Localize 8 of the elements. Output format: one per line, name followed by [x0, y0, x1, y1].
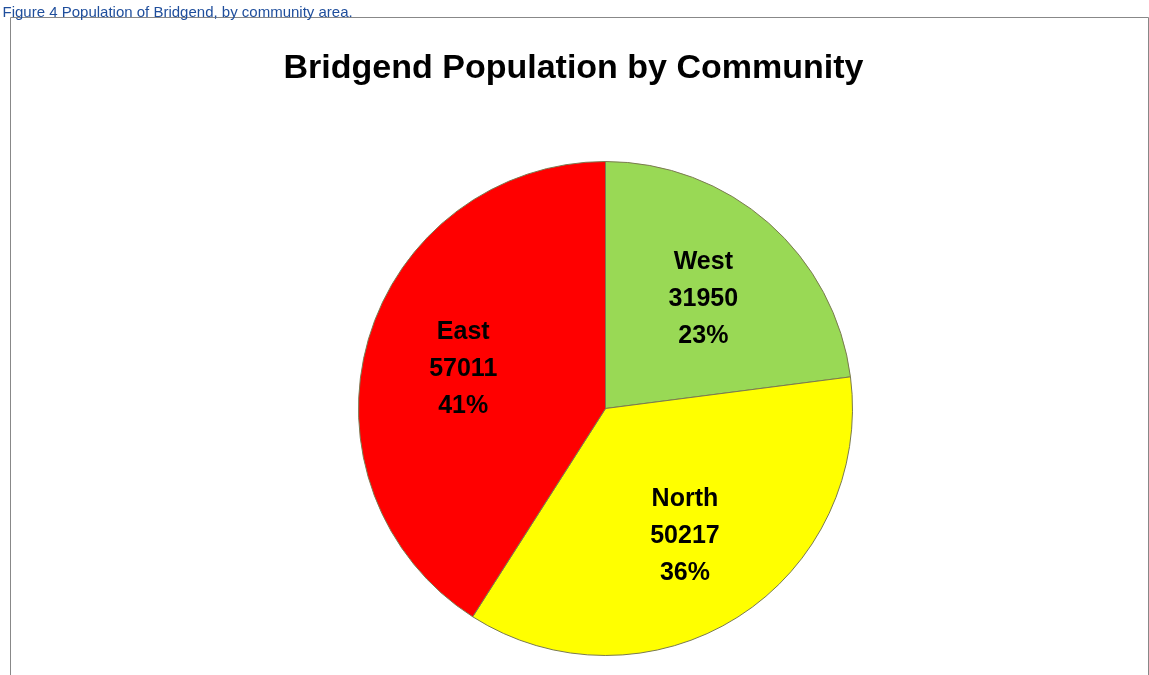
- slice-label: East: [436, 315, 491, 344]
- slice-label: North: [651, 482, 719, 511]
- slice-label: West: [673, 246, 734, 275]
- data-label: 31950 23%: [668, 283, 739, 349]
- caption: Figure 4 Population of Bridgend, by community area.: [2, 2, 353, 20]
- chart-title: Bridgend Population by Community: [283, 46, 864, 85]
- data-label: 50217 36%: [650, 519, 720, 585]
- data-label: 57011 41%: [429, 352, 498, 418]
